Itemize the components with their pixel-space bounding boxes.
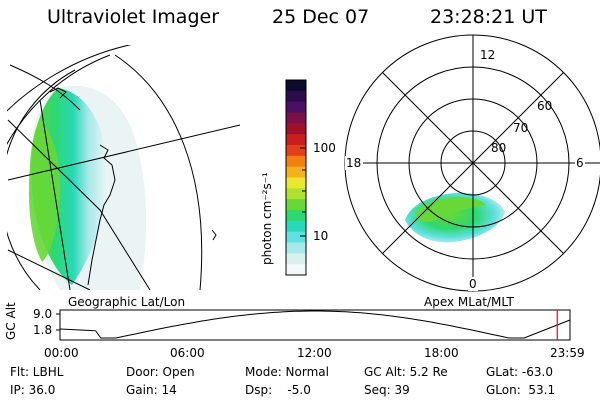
timeline-xtick: 18:00 [424, 346, 459, 360]
polar-plot: 12 18 6 0 60 70 80 [344, 34, 600, 292]
timeline-ytick-top: 9.0 [33, 307, 53, 321]
colorbar-segment [286, 220, 306, 233]
info-seq: Seq: 39 [364, 383, 410, 397]
geo-grid-line [7, 124, 241, 181]
polar-label-0: 0 [469, 277, 477, 291]
colorbar-segment [286, 188, 306, 200]
geo-grid-arc [114, 54, 203, 290]
colorbar-units-label: photon cm⁻²s⁻¹ [260, 172, 274, 265]
header-time: 23:28:21 UT [430, 6, 547, 28]
timeline-frame [59, 309, 571, 341]
colorbar-segment [286, 177, 306, 189]
colorbar-segment [286, 166, 306, 178]
colorbar-ticks [300, 147, 306, 237]
polar-label-18: 18 [346, 156, 361, 170]
timeline-plot [56, 309, 571, 341]
timeline-xtick: 00:00 [44, 346, 79, 360]
colorbar-segment [286, 101, 306, 113]
colorbar-segment [286, 123, 306, 135]
timeline-xtick: 12:00 [297, 346, 332, 360]
info-gc-alt: GC Alt: 5.2 Re [364, 365, 448, 379]
geo-map-panel [7, 45, 241, 290]
colorbar-segment [286, 90, 306, 103]
info-filter: Flt: LBHL [10, 365, 64, 379]
colorbar-segment [286, 112, 306, 124]
timeline-xtick: 06:00 [170, 346, 205, 360]
instrument-title: Ultraviolet Imager [47, 6, 220, 28]
geo-grid-line [7, 249, 91, 290]
info-glat: GLat: -63.0 [486, 365, 553, 379]
info-gain: Gain: 14 [126, 383, 177, 397]
colorbar-segment [286, 199, 306, 211]
info-glon: GLon: 53.1 [486, 383, 556, 397]
geo-small-island [211, 229, 217, 241]
colorbar-segment [286, 134, 306, 146]
polar-label-6: 6 [576, 156, 584, 170]
polar-label-12: 12 [480, 48, 495, 62]
info-mode: Mode: Normal [245, 365, 329, 379]
polar-panel-label: Apex MLat/MLT [424, 295, 514, 309]
colorbar-segment [286, 210, 306, 222]
info-ip: IP: 36.0 [10, 383, 56, 397]
polar-lat-70: 70 [513, 121, 528, 135]
colorbar-segment [286, 155, 306, 168]
colorbar-segment [286, 231, 306, 243]
polar-diagonal [382, 72, 564, 254]
colorbar-frame [285, 79, 307, 276]
geo-grid-arc [7, 69, 76, 290]
geo-grid-arc [7, 54, 111, 145]
geo-grid-line [39, 99, 71, 290]
colorbar-segment [286, 80, 306, 92]
info-door: Door: Open [126, 365, 195, 379]
colorbar-segment [286, 242, 306, 254]
header-date: 25 Dec 07 [272, 6, 370, 28]
timeline-ylabel: GC Alt [4, 302, 18, 340]
geo-grid-arc [9, 64, 81, 111]
altitude-trace [59, 310, 571, 339]
geo-grid-line [7, 119, 151, 290]
geo-panel-label: Geographic Lat/Lon [68, 295, 186, 309]
timeline-ytick-bottom: 1.8 [33, 323, 53, 337]
colorbar [285, 79, 307, 276]
geo-grid-arc [7, 45, 133, 112]
polar-lat-60: 60 [537, 99, 552, 113]
polar-lat-80: 80 [491, 141, 506, 155]
colorbar-tick-100: 100 [313, 141, 336, 155]
colorbar-segment [286, 253, 306, 265]
colorbar-segment [286, 264, 306, 276]
colorbar-segment [286, 145, 306, 157]
colorbar-tick-10: 10 [313, 229, 329, 243]
info-dsp: Dsp: -5.0 [245, 383, 311, 397]
geo-aurora-green [28, 120, 61, 262]
timeline-xtick: 23:59 [550, 346, 585, 360]
geo-coastline [87, 144, 116, 286]
